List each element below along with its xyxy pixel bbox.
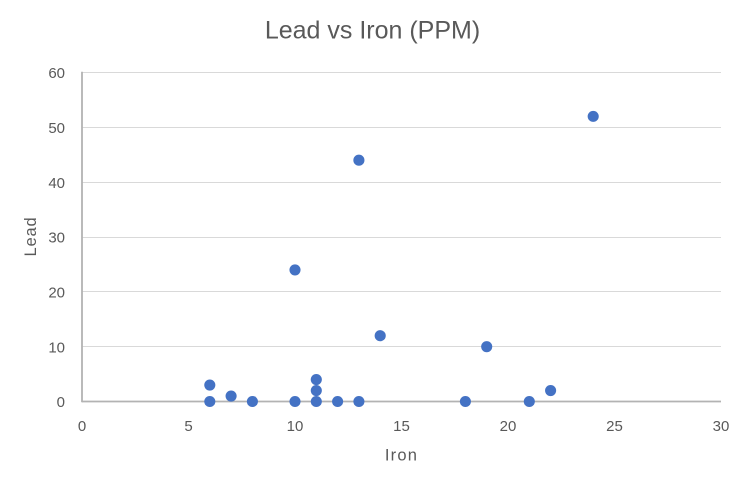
svg-text:5: 5 bbox=[184, 418, 192, 435]
svg-text:30: 30 bbox=[48, 230, 65, 247]
svg-text:0: 0 bbox=[78, 418, 86, 435]
svg-text:Lead: Lead bbox=[22, 217, 40, 257]
svg-text:25: 25 bbox=[606, 418, 623, 435]
svg-text:Lead vs Iron (PPM): Lead vs Iron (PPM) bbox=[265, 17, 480, 45]
svg-text:60: 60 bbox=[48, 65, 65, 82]
svg-text:20: 20 bbox=[48, 285, 65, 302]
svg-text:Iron: Iron bbox=[385, 446, 418, 464]
svg-text:40: 40 bbox=[48, 175, 65, 192]
svg-text:30: 30 bbox=[713, 418, 730, 435]
svg-text:10: 10 bbox=[48, 339, 65, 356]
svg-text:10: 10 bbox=[287, 418, 304, 435]
svg-text:15: 15 bbox=[393, 418, 410, 435]
svg-text:0: 0 bbox=[57, 394, 65, 411]
svg-text:50: 50 bbox=[48, 120, 65, 137]
svg-text:20: 20 bbox=[500, 418, 517, 435]
